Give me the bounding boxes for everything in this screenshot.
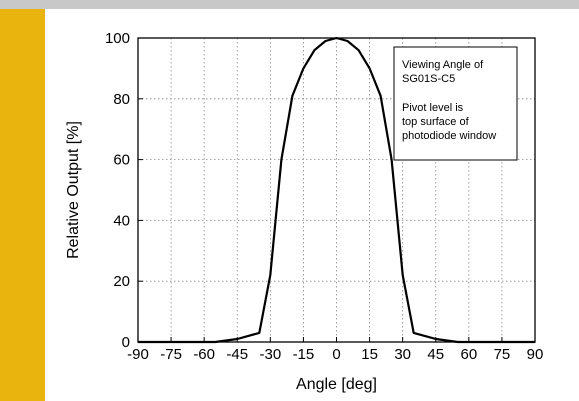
data-point <box>291 95 293 97</box>
x-tick-label: -15 <box>293 346 315 363</box>
series-points <box>137 37 536 343</box>
data-point <box>369 67 371 69</box>
data-point <box>446 339 448 342</box>
x-tick-label: 60 <box>460 346 477 363</box>
y-tick-label: 100 <box>105 30 130 47</box>
x-tick-label: 15 <box>361 346 378 363</box>
data-point <box>170 341 172 343</box>
data-point <box>236 338 238 340</box>
data-point <box>413 332 415 334</box>
x-tick-labels: -90 -75 -60 -45 -30 -15 0 15 30 45 60 75 90 <box>127 346 543 363</box>
x-tick-label: 75 <box>494 346 511 363</box>
data-point <box>402 274 404 276</box>
data-point <box>269 274 271 276</box>
data-point <box>424 335 426 337</box>
data-point <box>225 339 227 342</box>
data-point <box>137 341 139 343</box>
x-tick-label: -45 <box>226 346 248 363</box>
data-point <box>501 341 503 343</box>
x-tick-label: 90 <box>527 346 544 363</box>
axis-ticks <box>137 37 536 343</box>
y-tick-label: 80 <box>113 91 130 108</box>
y-axis-label: Relative Output [%] <box>65 121 82 259</box>
x-tick-label: 0 <box>332 346 340 363</box>
grid <box>138 38 535 342</box>
data-point <box>534 341 536 343</box>
x-tick-label: -75 <box>160 346 182 363</box>
data-point <box>380 95 382 97</box>
annotation-box <box>393 46 518 161</box>
data-point <box>302 67 304 69</box>
x-tick-label: -60 <box>193 346 215 363</box>
x-tick-label: -30 <box>259 346 281 363</box>
y-tick-label: 0 <box>122 334 130 351</box>
data-point <box>457 341 459 343</box>
annotation-line-4: Pivot level is <box>402 102 464 114</box>
y-tick-label: 40 <box>113 212 130 229</box>
data-point <box>358 49 360 51</box>
side-accent-bar <box>0 9 45 401</box>
data-point <box>391 159 393 161</box>
y-tick-label: 20 <box>113 273 130 290</box>
top-bar <box>0 0 579 9</box>
data-point <box>468 341 470 343</box>
data-point <box>247 335 249 337</box>
x-tick-label: -90 <box>127 346 149 363</box>
data-point <box>313 49 315 51</box>
x-axis-label: Angle [deg] <box>296 376 377 393</box>
data-point <box>346 40 349 42</box>
data-point <box>258 332 260 334</box>
data-point <box>324 40 327 42</box>
data-point <box>280 159 282 161</box>
annotation-line-2: SG01S-C5 <box>402 73 455 85</box>
x-tick-label: 45 <box>427 346 444 363</box>
y-tick-labels: 0 20 40 60 80 100 <box>105 30 130 351</box>
data-point <box>335 37 338 39</box>
annotation-line-6: photodiode window <box>402 130 496 142</box>
annotation-line-1: Viewing Angle of <box>402 59 484 71</box>
data-point <box>203 341 205 343</box>
data-point <box>214 341 216 343</box>
y-tick-label: 60 <box>113 152 130 169</box>
data-point <box>435 338 437 340</box>
x-tick-label: 30 <box>394 346 411 363</box>
annotation-line-5: top surface of <box>402 116 470 128</box>
